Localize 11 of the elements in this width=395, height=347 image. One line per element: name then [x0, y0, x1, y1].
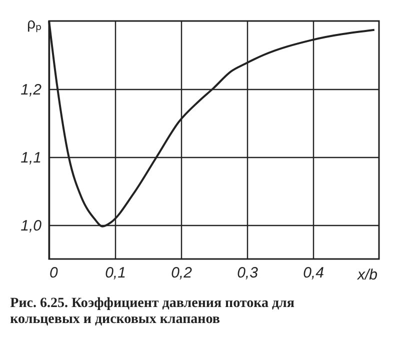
y-tick-label: 1,0 [20, 218, 42, 234]
x-tick-label: 0,1 [105, 264, 126, 282]
x-tick-label: 0 [50, 264, 58, 282]
y-tick-label: 1,1 [20, 150, 42, 166]
y-axis-title: ρₚ [26, 16, 42, 32]
x-tick-label: 0,4 [303, 264, 324, 282]
y-tick-label: 1,2 [20, 82, 42, 98]
x-tick-label: 0,3 [237, 264, 259, 282]
x-tick-label: 0,2 [171, 264, 193, 282]
text: Рис. 6.25. Коэффициент давления потока для кольцевых и дисковых клапанов [10, 296, 295, 327]
x-axis-title: x/b [356, 266, 378, 284]
